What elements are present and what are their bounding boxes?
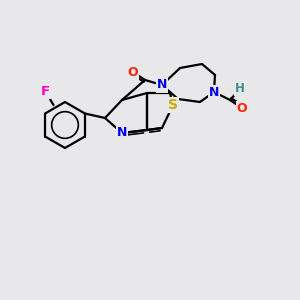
Text: F: F — [41, 85, 50, 98]
Text: N: N — [157, 79, 167, 92]
Text: H: H — [235, 82, 245, 95]
Text: O: O — [237, 101, 247, 115]
Text: N: N — [209, 85, 219, 98]
Text: N: N — [117, 127, 127, 140]
Text: O: O — [128, 65, 138, 79]
Text: S: S — [168, 98, 178, 112]
